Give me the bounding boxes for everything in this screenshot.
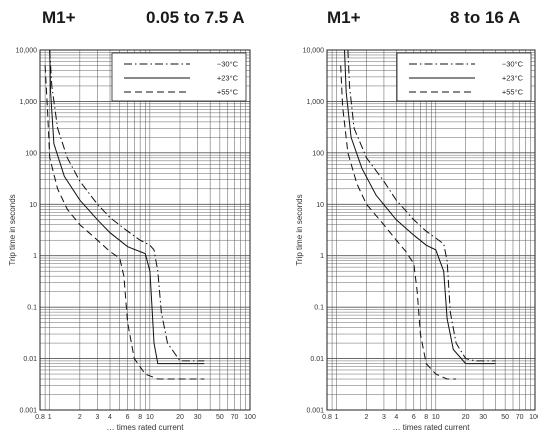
chart-1-y-tick-label: 10,000 [16, 48, 38, 55]
chart-1-y-tick-label: 10 [29, 202, 37, 209]
chart-2-product-label: M1+ [327, 8, 361, 27]
chart-1-x-tick-label: 3 [96, 414, 100, 421]
chart-1-x-tick-label: 70 [231, 414, 239, 421]
chart-1-legend-label: +55°C [217, 88, 239, 97]
chart-1-y-tick-label: 0.001 [19, 408, 37, 415]
chart-2-frame [326, 49, 536, 411]
chart-2-series-3-line [340, 65, 457, 380]
chart-1-y-tick-label: 1 [33, 253, 37, 260]
chart-2-x-tick-label: 6 [412, 414, 416, 421]
chart-1-x-axis-label: … times rated current [107, 423, 185, 432]
chart-1-frame [39, 49, 251, 411]
chart-1-y-tick-label: 1,000 [19, 99, 37, 106]
chart-2-y-tick-label: 0.01 [310, 356, 324, 363]
chart-2-x-tick-label: 50 [501, 414, 509, 421]
chart-1-x-tick-label: 6 [126, 414, 130, 421]
chart-2-x-tick-label: 70 [516, 414, 524, 421]
chart-2-x-tick-label: 1 [335, 414, 339, 421]
chart-1-legend-label: +23°C [217, 74, 239, 83]
chart-2-x-tick-label: 30 [479, 414, 487, 421]
chart-2-x-tick-label: 2 [365, 414, 369, 421]
chart-1-legend-label: −30°C [217, 60, 239, 69]
chart-1-x-tick-label: 2 [78, 414, 82, 421]
chart-2-y-axis-label: Trip time in seconds [295, 194, 304, 265]
chart-2-y-tick-label: 10 [316, 202, 324, 209]
chart-2-x-tick-label: 100 [529, 414, 538, 421]
chart-1-y-axis-label: Trip time in seconds [8, 194, 17, 265]
chart-2-range-label: 8 to 16 A [450, 8, 521, 27]
chart-1-x-tick-label: 8 [138, 414, 142, 421]
chart-2-legend-box [396, 52, 532, 102]
chart-2-x-tick-label: 0.8 [322, 414, 332, 421]
chart-1-x-tick-label: 0.8 [35, 414, 45, 421]
chart-1-x-tick-label: 4 [108, 414, 112, 421]
chart-2-legend-label: −30°C [502, 60, 524, 69]
chart-2-series-2-line [344, 49, 496, 365]
chart-2-legend-label: +23°C [502, 74, 524, 83]
chart-2-x-tick-label: 20 [462, 414, 470, 421]
chart-2-x-tick-label: 8 [424, 414, 428, 421]
chart-1-product-label: M1+ [42, 8, 76, 27]
chart-1-y-tick-label: 0.01 [23, 356, 37, 363]
chart-1-x-tick-label: 1 [48, 414, 52, 421]
chart-2-y-tick-label: 1 [320, 253, 324, 260]
chart-2-legend-label: +55°C [502, 88, 524, 97]
chart-1-x-tick-label: 30 [194, 414, 202, 421]
chart-2-y-tick-label: 100 [312, 150, 324, 157]
chart-1-x-tick-label: 20 [176, 414, 184, 421]
chart-1-y-tick-label: 0.1 [27, 305, 37, 312]
chart-1-x-tick-label: 100 [244, 414, 256, 421]
chart-2-series-1-line [347, 49, 496, 362]
chart-2-x-tick-label: 10 [432, 414, 440, 421]
chart-1-x-tick-label: 50 [216, 414, 224, 421]
chart-1-legend-box [111, 52, 247, 102]
chart-2-x-tick-label: 3 [382, 414, 386, 421]
chart-2-y-tick-label: 1,000 [306, 99, 324, 106]
chart-1-series-3-line [44, 65, 205, 380]
chart-2-y-tick-label: 0.1 [314, 305, 324, 312]
chart-1-y-tick-label: 100 [25, 150, 37, 157]
chart-2-y-tick-label: 10,000 [303, 48, 325, 55]
chart-2-x-tick-label: 4 [394, 414, 398, 421]
chart-1-x-tick-label: 10 [146, 414, 154, 421]
chart-1-range-label: 0.05 to 7.5 A [146, 8, 245, 27]
chart-2-x-axis-label: … times rated current [393, 423, 471, 432]
chart-1-series-2-line [49, 49, 205, 365]
chart-1-series-1-line [49, 49, 205, 362]
chart-2-y-tick-label: 0.001 [306, 408, 324, 415]
